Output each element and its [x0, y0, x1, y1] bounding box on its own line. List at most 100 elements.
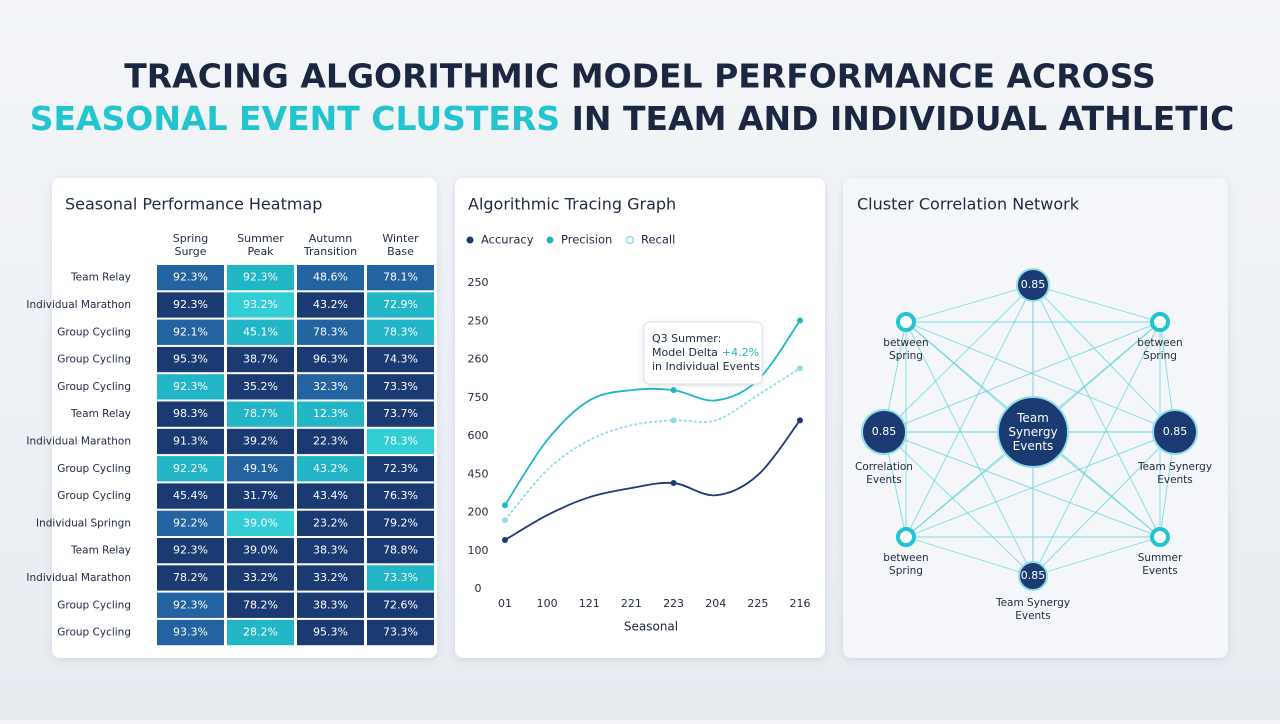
column-header-line: Spring [173, 232, 209, 245]
heat-cell [227, 619, 294, 646]
node-ring [896, 312, 916, 332]
legend-label: Recall [641, 233, 675, 247]
heat-cell [367, 265, 434, 291]
y-tick-label: 260 [468, 353, 489, 366]
annotation-line: Q3 Summer: [652, 332, 721, 345]
heat-cell [227, 428, 294, 455]
heat-cell [157, 374, 224, 400]
cell-label: 78.3% [383, 325, 418, 338]
point [502, 502, 508, 509]
node-label-line: Team Synergy [1137, 461, 1212, 473]
cell-label: 39.0% [243, 516, 278, 529]
heat-cell [157, 483, 224, 509]
cell-label: 78.2% [173, 571, 208, 584]
y-tick-label: 450 [468, 467, 489, 480]
heat-cell [157, 456, 224, 482]
x-tick-label: 121 [579, 597, 600, 610]
cell-label: 22.3% [313, 434, 348, 447]
legend-swatch [466, 236, 474, 244]
heat-cell [367, 346, 434, 373]
heat-cell [157, 619, 224, 646]
row-label: Individual Marathon [26, 435, 131, 447]
column-header: Autumn Transition [303, 232, 357, 258]
cell-label: 49.1% [243, 462, 278, 475]
heat-cell [367, 510, 434, 536]
heat-cell [297, 483, 364, 509]
heat-cell [367, 483, 434, 509]
heat-cell [227, 401, 294, 427]
column-header-line: Autumn [309, 232, 352, 245]
row-label: Individual Marathon [26, 572, 131, 584]
column-header-line: Transition [303, 245, 357, 258]
cell-label: 95.3% [313, 626, 348, 639]
heat-cell [297, 265, 364, 291]
heat-cell [157, 510, 224, 536]
cell-label: 92.3% [173, 298, 208, 311]
cell-label: 72.9% [383, 298, 418, 311]
x-axis-label: Seasonal [624, 620, 678, 634]
column-header-line: Summer [237, 232, 284, 245]
node-value: 0.85 [1163, 425, 1188, 438]
point [502, 537, 508, 544]
heat-cell [367, 592, 434, 618]
annotation-line: in Individual Events [652, 360, 760, 373]
heat-cell [367, 401, 434, 427]
node-label: between Spring [883, 552, 928, 577]
legend-label: Accuracy [481, 233, 534, 247]
node-ring [1150, 527, 1170, 547]
heat-cell [297, 346, 364, 373]
node-label-line: Team Synergy [995, 597, 1070, 609]
heat-cell [227, 292, 294, 318]
legend-label: Precision [561, 233, 612, 247]
heat-cell [297, 374, 364, 400]
edge [1032, 284, 1161, 323]
heat-cell [297, 456, 364, 482]
title-highlight: SEASONAL EVENT CLUSTERS [30, 99, 560, 138]
point [797, 317, 803, 324]
heat-cell [367, 538, 434, 564]
cell-label: 93.2% [243, 298, 278, 311]
cell-label: 31.7% [243, 489, 278, 502]
cell-label: 45.1% [243, 325, 278, 338]
cell-label: 23.2% [313, 516, 348, 529]
heat-cell [227, 265, 294, 291]
cell-label: 73.3% [383, 571, 418, 584]
point [797, 365, 803, 372]
heat-cell [227, 510, 294, 536]
x-tick-label: 225 [747, 597, 768, 610]
row-label: Team Relay [70, 272, 131, 284]
title-rest: IN TEAM AND INDIVIDUAL ATHLETIC [572, 99, 1235, 138]
node-label-line: Synergy [1008, 425, 1057, 439]
node-label: Team Synergy Events [1137, 461, 1212, 486]
row-label: Group Cycling [57, 381, 131, 393]
heat-cell [297, 319, 364, 345]
node-label-line: Summer [1138, 552, 1183, 564]
title-line-1: TRACING ALGORITHMIC MODEL PERFORMANCE AC… [124, 57, 1156, 96]
row-label: Group Cycling [57, 326, 131, 338]
row-label: Team Relay [70, 545, 131, 557]
y-tick-label: 600 [468, 429, 489, 442]
node-label-line: Events [1142, 565, 1178, 577]
column-header-line: Surge [174, 245, 206, 258]
legend-swatch [546, 236, 554, 244]
cell-label: 78.1% [383, 271, 418, 284]
cell-label: 43.2% [313, 462, 348, 475]
cell-label: 78.7% [243, 407, 278, 420]
annotation-line: Model Delta [652, 346, 718, 359]
heat-cell [227, 456, 294, 482]
cell-label: 92.3% [243, 271, 278, 284]
cell-label: 92.3% [173, 544, 208, 557]
cell-label: 78.2% [243, 598, 278, 611]
heat-cell [227, 483, 294, 509]
node-label-line: between [883, 552, 928, 564]
edge [905, 536, 1034, 577]
row-label: Group Cycling [57, 599, 131, 611]
point [670, 480, 677, 487]
edge [883, 431, 1161, 538]
heat-cell [227, 346, 294, 373]
node-label-line: Spring [889, 565, 923, 577]
heat-cell [367, 292, 434, 318]
node-label: Team Synergy Events [995, 597, 1070, 622]
heat-cell [297, 592, 364, 618]
cell-label: 79.2% [383, 516, 418, 529]
